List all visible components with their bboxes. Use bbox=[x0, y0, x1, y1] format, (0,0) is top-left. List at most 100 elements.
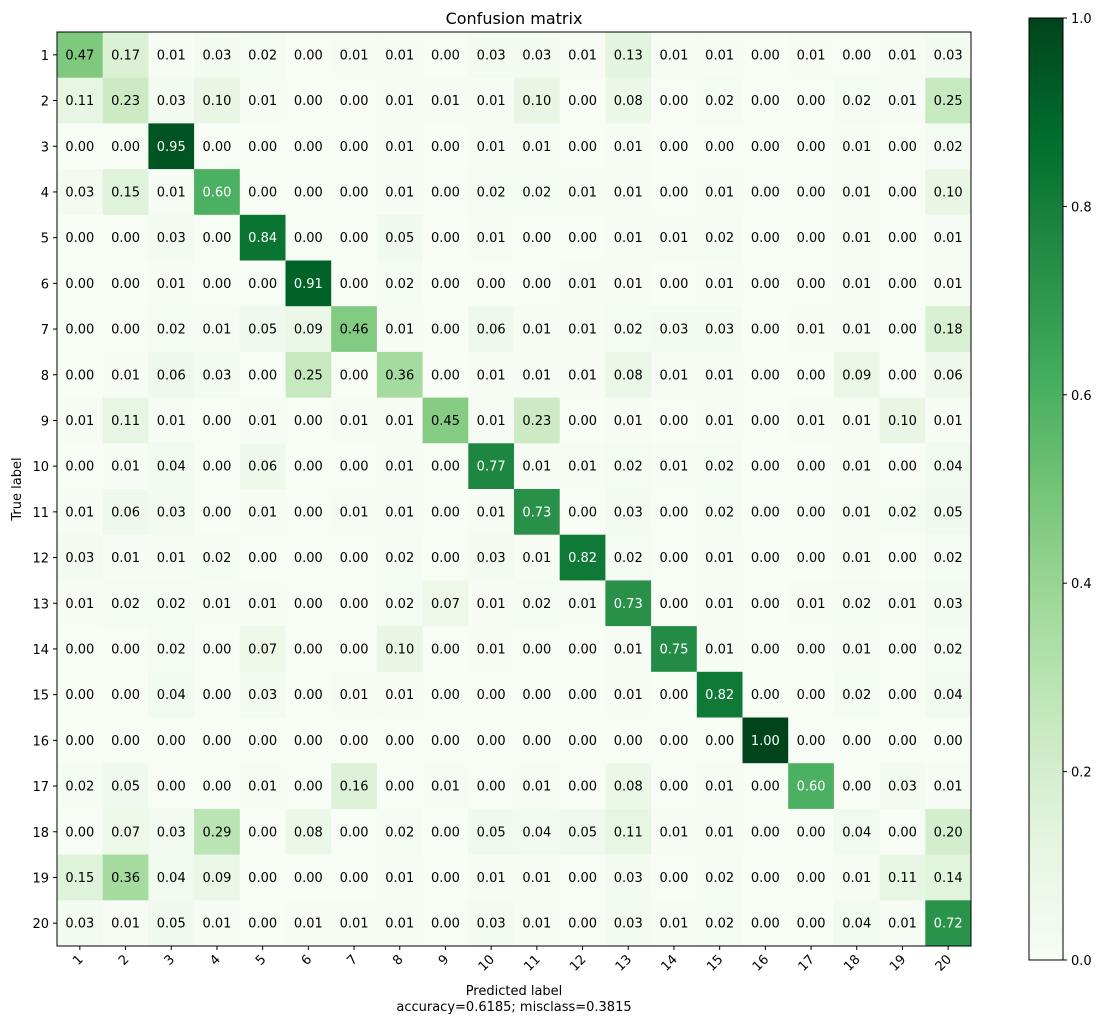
cell-value-label: 0.01 bbox=[340, 505, 369, 520]
heatmap-cell bbox=[148, 351, 195, 399]
heatmap-cell bbox=[651, 77, 698, 124]
heatmap-cell bbox=[148, 763, 195, 810]
heatmap-cell bbox=[285, 854, 332, 901]
cell-value-label: 0.01 bbox=[385, 414, 414, 429]
heatmap-cell bbox=[879, 351, 926, 399]
cell-value-label: 0.08 bbox=[614, 780, 643, 795]
cell-value-label: 0.01 bbox=[568, 277, 597, 292]
cell-value-label: 0.02 bbox=[614, 460, 643, 475]
heatmap-cell bbox=[331, 626, 378, 673]
cell-value-label: 0.01 bbox=[111, 917, 140, 932]
cell-value-label: 0.00 bbox=[248, 140, 277, 155]
cell-value-label: 0.03 bbox=[614, 917, 643, 932]
heatmap-cell bbox=[239, 214, 286, 261]
cell-value-label: 0.01 bbox=[842, 277, 871, 292]
heatmap-cell bbox=[285, 580, 332, 627]
heatmap-cell bbox=[57, 77, 104, 124]
heatmap-cell bbox=[833, 534, 881, 581]
heatmap-cell bbox=[788, 580, 835, 627]
cell-value-label: 0.00 bbox=[65, 368, 94, 383]
cell-value-label: 0.01 bbox=[659, 460, 688, 475]
cell-value-label: 0.01 bbox=[888, 917, 917, 932]
cell-value-label: 0.06 bbox=[111, 505, 140, 520]
heatmap-cell bbox=[833, 671, 881, 718]
heatmap-cell bbox=[559, 123, 606, 170]
cell-value-label: 0.01 bbox=[705, 780, 734, 795]
heatmap-cell bbox=[879, 671, 926, 718]
heatmap-cell bbox=[696, 900, 743, 947]
cell-value-label: 0.00 bbox=[751, 323, 780, 338]
cell-value-label: 0.00 bbox=[751, 185, 780, 200]
heatmap-cell bbox=[148, 671, 195, 718]
cell-value-label: 0.00 bbox=[431, 734, 460, 749]
cell-value-label: 0.00 bbox=[431, 551, 460, 566]
heatmap-cell bbox=[742, 214, 789, 261]
cell-value-label: 0.00 bbox=[751, 825, 780, 840]
cell-value-label: 0.01 bbox=[477, 94, 506, 109]
cell-value-label: 0.00 bbox=[294, 460, 323, 475]
heatmap-cell bbox=[239, 351, 286, 399]
heatmap-cell bbox=[879, 77, 926, 124]
cell-value-label: 0.03 bbox=[477, 917, 506, 932]
heatmap-cell bbox=[651, 260, 698, 307]
cell-value-label: 0.01 bbox=[659, 825, 688, 840]
heatmap-cell bbox=[468, 763, 515, 810]
heatmap-cell bbox=[102, 900, 149, 947]
heatmap-cell bbox=[788, 351, 835, 399]
cell-value-label: 0.00 bbox=[659, 688, 688, 703]
heatmap-cell bbox=[925, 534, 972, 581]
x-axis-label: Predicted label bbox=[466, 984, 563, 999]
cell-value-label: 0.01 bbox=[568, 185, 597, 200]
heatmap-cell bbox=[285, 900, 332, 947]
cell-value-label: 0.60 bbox=[202, 185, 231, 200]
heatmap-cell bbox=[148, 489, 195, 536]
heatmap-cell bbox=[422, 671, 469, 718]
cell-value-label: 0.01 bbox=[385, 323, 414, 338]
heatmap-cell bbox=[331, 854, 378, 901]
heatmap-cell bbox=[833, 123, 881, 170]
heatmap-cell bbox=[148, 32, 195, 79]
cell-value-label: 0.01 bbox=[568, 323, 597, 338]
cell-value-label: 0.02 bbox=[934, 551, 963, 566]
heatmap-cell bbox=[925, 626, 972, 673]
heatmap-cell bbox=[833, 717, 881, 764]
heatmap-cell bbox=[331, 77, 378, 124]
heatmap-cell bbox=[239, 489, 286, 536]
heatmap-cell bbox=[925, 123, 972, 170]
heatmap-cell bbox=[651, 626, 698, 673]
heatmap-cell bbox=[102, 717, 149, 764]
cell-value-label: 0.00 bbox=[294, 688, 323, 703]
heatmap-cell bbox=[468, 534, 515, 581]
heatmap-cell bbox=[559, 854, 606, 901]
heatmap-cell bbox=[331, 123, 378, 170]
cell-value-label: 0.04 bbox=[157, 688, 186, 703]
x-tick-label: 15 bbox=[704, 952, 726, 974]
cell-value-label: 0.01 bbox=[248, 780, 277, 795]
heatmap-cell bbox=[422, 808, 469, 856]
heatmap-cell bbox=[559, 626, 606, 673]
cell-value-label: 0.00 bbox=[568, 414, 597, 429]
heatmap-cell bbox=[605, 671, 652, 718]
heatmap-cell bbox=[57, 306, 104, 353]
cell-value-label: 0.02 bbox=[477, 185, 506, 200]
cell-value-label: 0.03 bbox=[157, 825, 186, 840]
cell-value-label: 0.02 bbox=[385, 277, 414, 292]
heatmap-cell bbox=[422, 626, 469, 673]
heatmap-cell bbox=[559, 900, 606, 947]
cell-value-label: 0.00 bbox=[888, 688, 917, 703]
cell-value-label: 0.00 bbox=[797, 551, 826, 566]
cell-value-label: 0.00 bbox=[568, 780, 597, 795]
heatmap-cell bbox=[239, 123, 286, 170]
cell-value-label: 0.01 bbox=[522, 140, 551, 155]
cell-value-label: 0.00 bbox=[294, 642, 323, 657]
heatmap-cell bbox=[833, 260, 881, 307]
heatmap-cell bbox=[696, 489, 743, 536]
heatmap-cell bbox=[696, 397, 743, 444]
cell-value-label: 0.00 bbox=[568, 688, 597, 703]
cell-value-label: 0.01 bbox=[340, 917, 369, 932]
cell-value-label: 0.01 bbox=[842, 505, 871, 520]
heatmap-cell bbox=[376, 169, 424, 216]
cell-value-label: 0.09 bbox=[294, 323, 323, 338]
cell-value-label: 0.00 bbox=[842, 734, 871, 749]
cell-value-label: 0.00 bbox=[751, 688, 780, 703]
